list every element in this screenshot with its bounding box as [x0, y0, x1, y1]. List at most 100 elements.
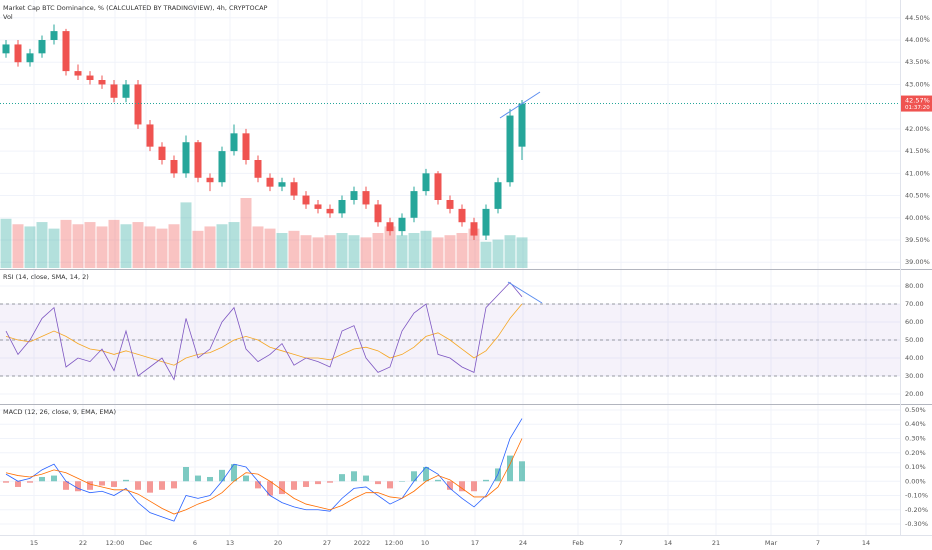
histogram-bar — [39, 476, 45, 482]
candle-body — [254, 160, 262, 178]
y-tick-label: 42.00% — [905, 125, 930, 133]
y-tick-label: 0.00% — [905, 477, 926, 485]
countdown-label: 01:37:20 — [905, 105, 930, 111]
candle-body — [2, 44, 10, 54]
macd-legend: MACD (12, 26, close, 9, EMA, EMA) — [3, 408, 116, 416]
candle-body — [506, 115, 514, 183]
candle-body — [290, 182, 298, 196]
x-tick-label: 14 — [664, 539, 672, 547]
volume-bar — [444, 235, 456, 268]
candle-body — [110, 84, 118, 98]
histogram-bar — [303, 481, 309, 487]
y-tick-label: 40.00 — [905, 354, 924, 362]
histogram-bar — [219, 469, 225, 482]
volume-bar — [312, 237, 324, 268]
y-tick-label: -0.20% — [905, 506, 928, 514]
x-tick-label: 14 — [862, 539, 870, 547]
candle-body — [134, 84, 142, 125]
x-tick-label: 24 — [519, 539, 527, 547]
histogram-bar — [339, 474, 345, 482]
volume-bar — [24, 226, 36, 268]
candle-body — [374, 204, 382, 223]
histogram-bar — [255, 481, 261, 489]
volume-bar — [492, 239, 504, 268]
histogram-bar — [363, 475, 369, 482]
candle-body — [122, 84, 130, 98]
histogram-bar — [87, 481, 93, 490]
histogram-bar — [411, 471, 417, 482]
histogram-bar — [435, 479, 441, 482]
x-tick-label: 2022 — [354, 539, 371, 547]
y-tick-label: 43.50% — [905, 58, 930, 66]
candle-body — [350, 191, 358, 200]
y-tick-label: -0.10% — [905, 492, 928, 500]
volume-bar — [420, 230, 432, 268]
x-tick-label: Feb — [572, 539, 584, 547]
volume-bar — [360, 237, 372, 268]
x-tick-label: 7 — [619, 539, 623, 547]
histogram-bar — [231, 464, 237, 482]
candle-body — [98, 80, 106, 85]
volume-bar — [132, 222, 144, 268]
volume-bar — [456, 233, 468, 268]
y-tick-label: 41.00% — [905, 169, 930, 177]
volume-bar — [372, 233, 384, 268]
volume-bar — [144, 226, 156, 268]
candle-body — [206, 177, 214, 183]
histogram-bar — [3, 481, 9, 483]
y-tick-label: -0.30% — [905, 520, 928, 528]
candle-body — [326, 208, 334, 214]
volume-bar — [72, 224, 84, 268]
volume-bar — [396, 235, 408, 268]
volume-bar — [324, 235, 336, 268]
candle-body — [314, 204, 322, 209]
volume-bar — [204, 226, 216, 268]
candle-body — [494, 182, 502, 209]
volume-bar — [216, 224, 228, 268]
histogram-bar — [135, 481, 141, 490]
candle-body — [386, 222, 394, 232]
histogram-bar — [423, 467, 429, 482]
volume-bar — [504, 235, 516, 268]
y-tick-label: 70.00 — [905, 300, 924, 308]
volume-bar — [48, 228, 60, 268]
volume-bar — [288, 230, 300, 268]
candle-body — [242, 133, 250, 160]
trend-line — [507, 281, 543, 304]
histogram-bar — [111, 481, 117, 487]
candle-body — [518, 103, 526, 147]
y-tick-label: 0.10% — [905, 463, 926, 471]
candle-body — [266, 177, 274, 187]
volume-bar — [180, 202, 192, 268]
candle-body — [62, 31, 70, 72]
volume-bar — [36, 222, 48, 268]
x-tick-label: 7 — [816, 539, 820, 547]
y-tick-label: 80.00 — [905, 282, 924, 290]
volume-bar — [168, 224, 180, 268]
candle-body — [26, 53, 34, 63]
x-tick-label: 22 — [79, 539, 87, 547]
candle-body — [470, 222, 478, 236]
candle-body — [434, 173, 442, 200]
histogram-bar — [459, 481, 465, 492]
histogram-bar — [387, 481, 393, 489]
histogram-bar — [447, 481, 453, 490]
histogram-bar — [183, 467, 189, 482]
rsi-legend: RSI (14, close, SMA, 14, 2) — [3, 273, 89, 281]
y-tick-label: 41.50% — [905, 147, 930, 155]
candle-body — [170, 160, 178, 174]
x-tick-label: 27 — [323, 539, 331, 547]
histogram-bar — [147, 481, 153, 493]
price-legend: Market Cap BTC Dominance, % (CALCULATED … — [3, 4, 268, 12]
y-tick-label: 50.00 — [905, 336, 924, 344]
candle-body — [38, 40, 46, 54]
histogram-bar — [51, 475, 57, 482]
x-tick-label: Dec — [140, 539, 153, 547]
y-tick-label: 40.00% — [905, 214, 930, 222]
y-tick-label: 0.30% — [905, 434, 926, 442]
candle-body — [446, 200, 454, 209]
candle-body — [338, 200, 346, 214]
y-tick-label: 44.50% — [905, 14, 930, 22]
